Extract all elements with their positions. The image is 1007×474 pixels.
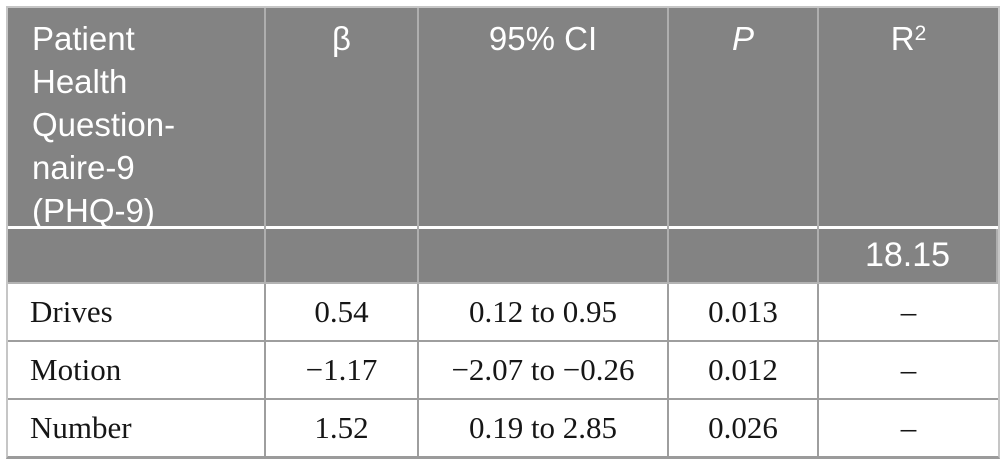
- table-header-row: Patient Health Question- naire-9 (PHQ-9)…: [8, 8, 998, 232]
- p-value: 0.013: [669, 284, 819, 340]
- row-label: Motion: [8, 342, 266, 398]
- summary-empty-p: [669, 229, 819, 282]
- header-cell-beta: β: [266, 8, 419, 232]
- r2-value: –: [900, 410, 917, 445]
- summary-empty-beta: [266, 229, 419, 282]
- r2-base: R: [890, 20, 915, 57]
- p-value: 0.012: [669, 342, 819, 398]
- p-value: 0.026: [669, 400, 819, 456]
- beta-value: −1.17: [266, 342, 419, 398]
- table-row-drives: Drives 0.54 0.12 to 0.95 0.013 –: [8, 284, 998, 342]
- beta-value: 1.52: [266, 400, 419, 456]
- r2-value: –: [900, 294, 917, 329]
- ci-value: −2.07 to −0.26: [419, 342, 669, 398]
- ci-value: 0.19 to 2.85: [419, 400, 669, 456]
- r2-superscript: 2: [914, 22, 927, 45]
- header-cell-r2: R2: [819, 8, 998, 232]
- summary-empty-ci: [419, 229, 669, 282]
- summary-empty-construct: [8, 229, 266, 282]
- table-summary-row: 18.15: [8, 229, 998, 284]
- header-cell-construct: Patient Health Question- naire-9 (PHQ-9): [8, 8, 266, 232]
- table-row-number: Number 1.52 0.19 to 2.85 0.026 –: [8, 400, 998, 456]
- row-label: Drives: [8, 284, 266, 340]
- header-cell-p: P: [669, 8, 819, 232]
- row-label: Number: [8, 400, 266, 456]
- ci-value: 0.12 to 0.95: [419, 284, 669, 340]
- table-row-motion: Motion −1.17 −2.07 to −0.26 0.012 –: [8, 342, 998, 400]
- r2-value: –: [900, 352, 917, 387]
- regression-results-table: Patient Health Question- naire-9 (PHQ-9)…: [6, 6, 1000, 459]
- beta-value: 0.54: [266, 284, 419, 340]
- summary-r2-value: 18.15: [819, 229, 998, 282]
- header-cell-ci: 95% CI: [419, 8, 669, 232]
